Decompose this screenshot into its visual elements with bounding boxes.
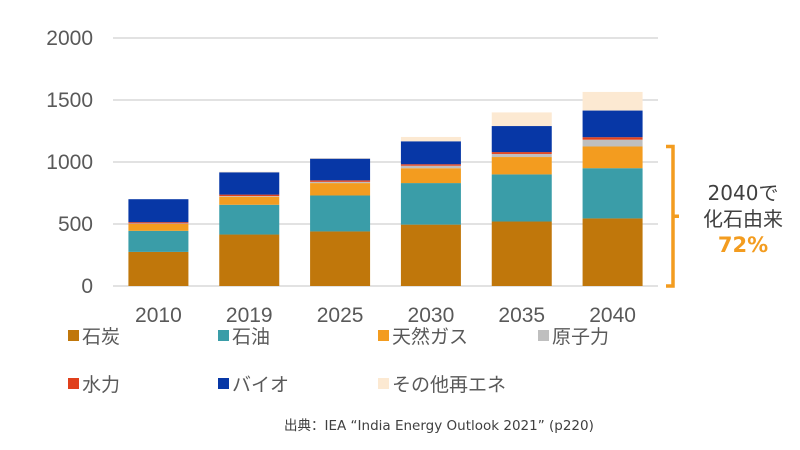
legend-item: 天然ガス bbox=[378, 322, 468, 349]
legend-swatch bbox=[378, 378, 389, 389]
legend-swatch bbox=[538, 330, 549, 341]
bar-segment-1-2 bbox=[219, 196, 280, 205]
bar-segment-0-2 bbox=[128, 224, 189, 231]
bar-segment-0-3 bbox=[128, 223, 189, 224]
bar-segment-5-4 bbox=[582, 137, 643, 140]
bar-segment-5-1 bbox=[582, 168, 643, 219]
bar-segment-3-3 bbox=[400, 165, 461, 169]
bar-segment-1-3 bbox=[219, 196, 280, 197]
legend-swatch bbox=[378, 330, 389, 341]
bar-stack-2040 bbox=[582, 91, 643, 286]
bar-segment-2-1 bbox=[310, 195, 371, 232]
bar-segment-5-6 bbox=[582, 91, 643, 111]
bar-segment-0-5 bbox=[128, 199, 189, 223]
bar-segment-2-4 bbox=[310, 180, 371, 182]
legend-swatch bbox=[218, 330, 229, 341]
bar-stack-2010 bbox=[128, 199, 189, 286]
bar-segment-3-1 bbox=[400, 183, 461, 225]
bar-segment-2-6 bbox=[310, 158, 371, 159]
bar-segment-0-0 bbox=[128, 251, 189, 286]
legend-item: 水力 bbox=[68, 370, 120, 397]
bar-segment-4-0 bbox=[491, 221, 552, 286]
legend-swatch bbox=[68, 378, 79, 389]
legend-item: 原子力 bbox=[538, 322, 609, 349]
bar-segment-4-1 bbox=[491, 174, 552, 222]
bar-segment-0-4 bbox=[128, 222, 189, 224]
legend-label: バイオ bbox=[232, 374, 290, 396]
legend-label: 石炭 bbox=[82, 326, 121, 348]
bracket-line bbox=[666, 144, 675, 288]
y-tick-label: 2000 bbox=[46, 27, 93, 50]
x-tick-label: 2010 bbox=[135, 304, 182, 327]
bar-segment-2-0 bbox=[310, 231, 371, 286]
annotation-line2: 化石由来 bbox=[703, 207, 783, 231]
x-tick-label: 2025 bbox=[317, 304, 364, 327]
bar-segment-0-1 bbox=[128, 230, 189, 252]
legend-label: その他再エネ bbox=[392, 374, 507, 396]
bar-segment-5-2 bbox=[582, 146, 643, 169]
legend-item: その他再エネ bbox=[378, 370, 506, 397]
bar-segment-3-4 bbox=[400, 164, 461, 166]
bar-segment-5-5 bbox=[582, 110, 643, 138]
bar-segment-5-0 bbox=[582, 218, 643, 286]
legend-swatch bbox=[68, 330, 79, 341]
bars bbox=[128, 91, 643, 286]
bar-segment-2-5 bbox=[310, 158, 371, 181]
gridlines bbox=[113, 37, 658, 287]
bar-segment-3-6 bbox=[400, 136, 461, 142]
bar-segment-4-3 bbox=[491, 153, 552, 158]
bar-segment-1-4 bbox=[219, 194, 280, 197]
x-tick-label: 2035 bbox=[498, 304, 545, 327]
legend-label: 原子力 bbox=[552, 326, 610, 348]
legend-item: バイオ bbox=[218, 370, 289, 397]
bar-segment-2-2 bbox=[310, 183, 371, 196]
bar-segment-1-5 bbox=[219, 172, 280, 195]
bar-segment-1-0 bbox=[219, 234, 280, 286]
x-tick-label: 2030 bbox=[408, 304, 455, 327]
bar-segment-4-4 bbox=[491, 152, 552, 154]
legend-label: 石油 bbox=[232, 326, 271, 348]
bar-segment-3-2 bbox=[400, 168, 461, 184]
y-tick-label: 1000 bbox=[46, 151, 93, 174]
bar-segment-1-1 bbox=[219, 204, 280, 235]
bar-segment-5-3 bbox=[582, 139, 643, 147]
legend-label: 天然ガス bbox=[392, 326, 469, 348]
annotation-percentage: 72% bbox=[717, 233, 769, 257]
y-tick-label: 0 bbox=[81, 275, 93, 298]
legend-item: 石油 bbox=[218, 322, 270, 349]
y-tick-label: 1500 bbox=[46, 89, 93, 112]
legend-label: 水力 bbox=[82, 374, 121, 396]
y-axis-ticks: 0 500 1000 1500 2000 bbox=[46, 27, 93, 298]
bar-stack-2019 bbox=[219, 171, 280, 286]
bar-segment-2-3 bbox=[310, 181, 371, 184]
bar-stack-2025 bbox=[310, 158, 371, 286]
bar-stack-2030 bbox=[400, 136, 461, 286]
bar-segment-3-0 bbox=[400, 224, 461, 286]
x-axis-ticks: 2010 2019 2025 2030 2035 2040 bbox=[135, 304, 636, 327]
bar-segment-4-2 bbox=[491, 157, 552, 175]
annotation-line1: 2040で bbox=[707, 181, 779, 205]
source-caption: 出典：IEA “India Energy Outlook 2021” (p220… bbox=[284, 418, 594, 434]
x-tick-label: 2040 bbox=[589, 304, 636, 327]
bar-stack-2035 bbox=[491, 112, 552, 286]
bar-segment-3-5 bbox=[400, 141, 461, 165]
bar-segment-4-5 bbox=[491, 126, 552, 153]
bar-segment-4-6 bbox=[491, 112, 552, 127]
x-tick-label: 2019 bbox=[226, 304, 273, 327]
annotation: 2040で 化石由来 72% bbox=[688, 180, 798, 258]
bar-segment-1-6 bbox=[219, 171, 280, 173]
fossil-bracket bbox=[666, 144, 679, 288]
legend-swatch bbox=[218, 378, 229, 389]
legend-item: 石炭 bbox=[68, 322, 120, 349]
y-tick-label: 500 bbox=[58, 213, 93, 236]
